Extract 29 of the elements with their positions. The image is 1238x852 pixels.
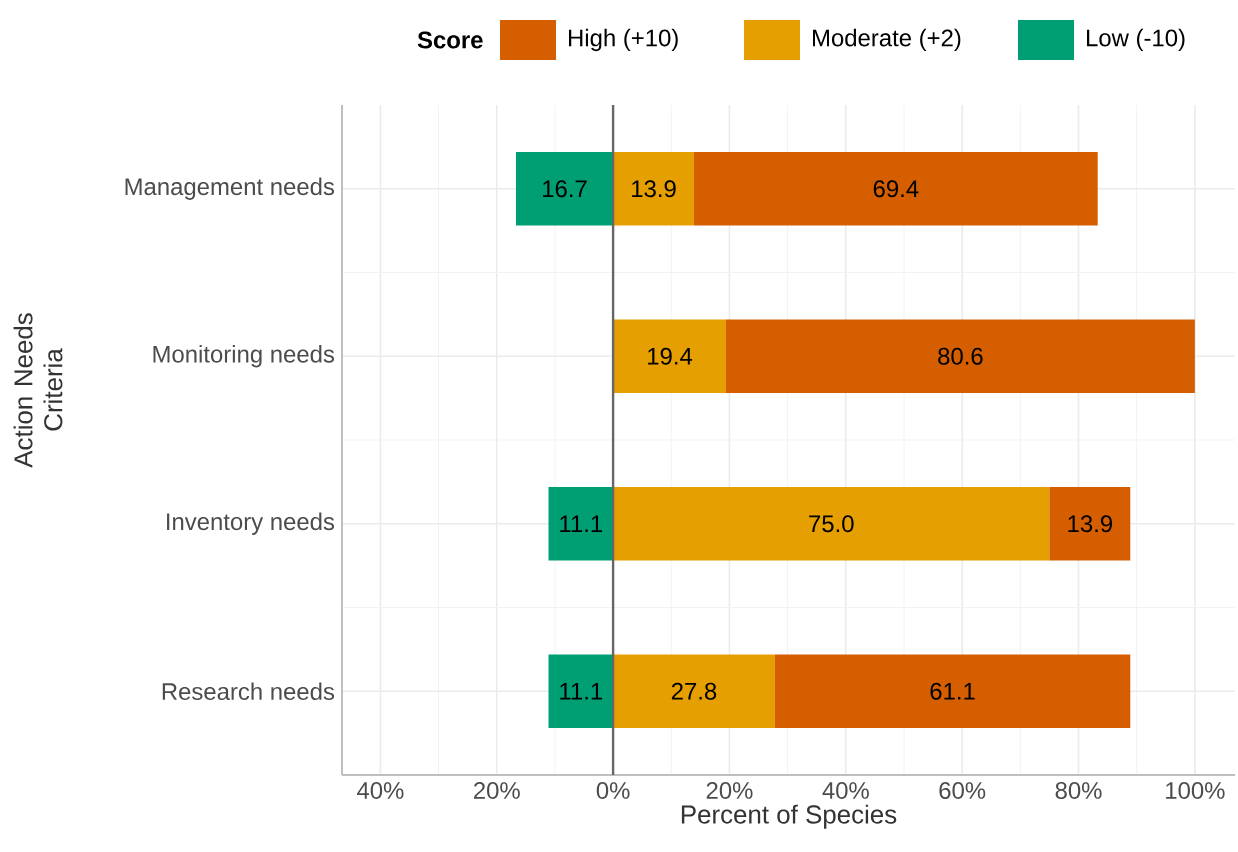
legend-label: High (+10) (569, 28, 678, 52)
x-tick-label: 20% (706, 782, 753, 799)
data-label: 13.9 (1068, 515, 1112, 533)
x-tick-label: 40% (822, 782, 869, 799)
data-label: 61.1 (930, 682, 975, 700)
data-label: 19.4 (648, 347, 693, 365)
x-tick-label: 0% (596, 782, 630, 799)
legend-label: Moderate (+2) (813, 28, 961, 52)
x-axis-title: Percent of Species (681, 804, 897, 829)
data-label: 16.7 (543, 180, 587, 198)
data-label: 27.8 (671, 682, 717, 700)
x-tick-label: 20% (474, 782, 520, 799)
data-label: 69.4 (873, 180, 919, 198)
y-tick-label: Monitoring needs (153, 345, 335, 368)
y-tick-label: Management needs (125, 177, 335, 200)
x-tick-label: 40% (357, 782, 404, 799)
legend-label: Low (-10) (1087, 28, 1185, 52)
x-tick-label: 80% (1055, 782, 1102, 799)
y-tick-label: Research needs (162, 682, 335, 701)
x-tick-label: 60% (939, 782, 986, 799)
y-tick-label: Inventory needs (167, 512, 335, 535)
y-axis-title: Action Needs Criteria (13, 313, 63, 468)
data-label: 80.6 (938, 347, 983, 365)
data-label: 75.0 (809, 515, 854, 533)
x-tick-label: 100% (1166, 782, 1225, 799)
data-label: 11.1 (560, 683, 603, 700)
legend-title: Score (417, 31, 483, 49)
data-label: 13.9 (632, 180, 676, 198)
data-label: 11.1 (560, 515, 603, 532)
